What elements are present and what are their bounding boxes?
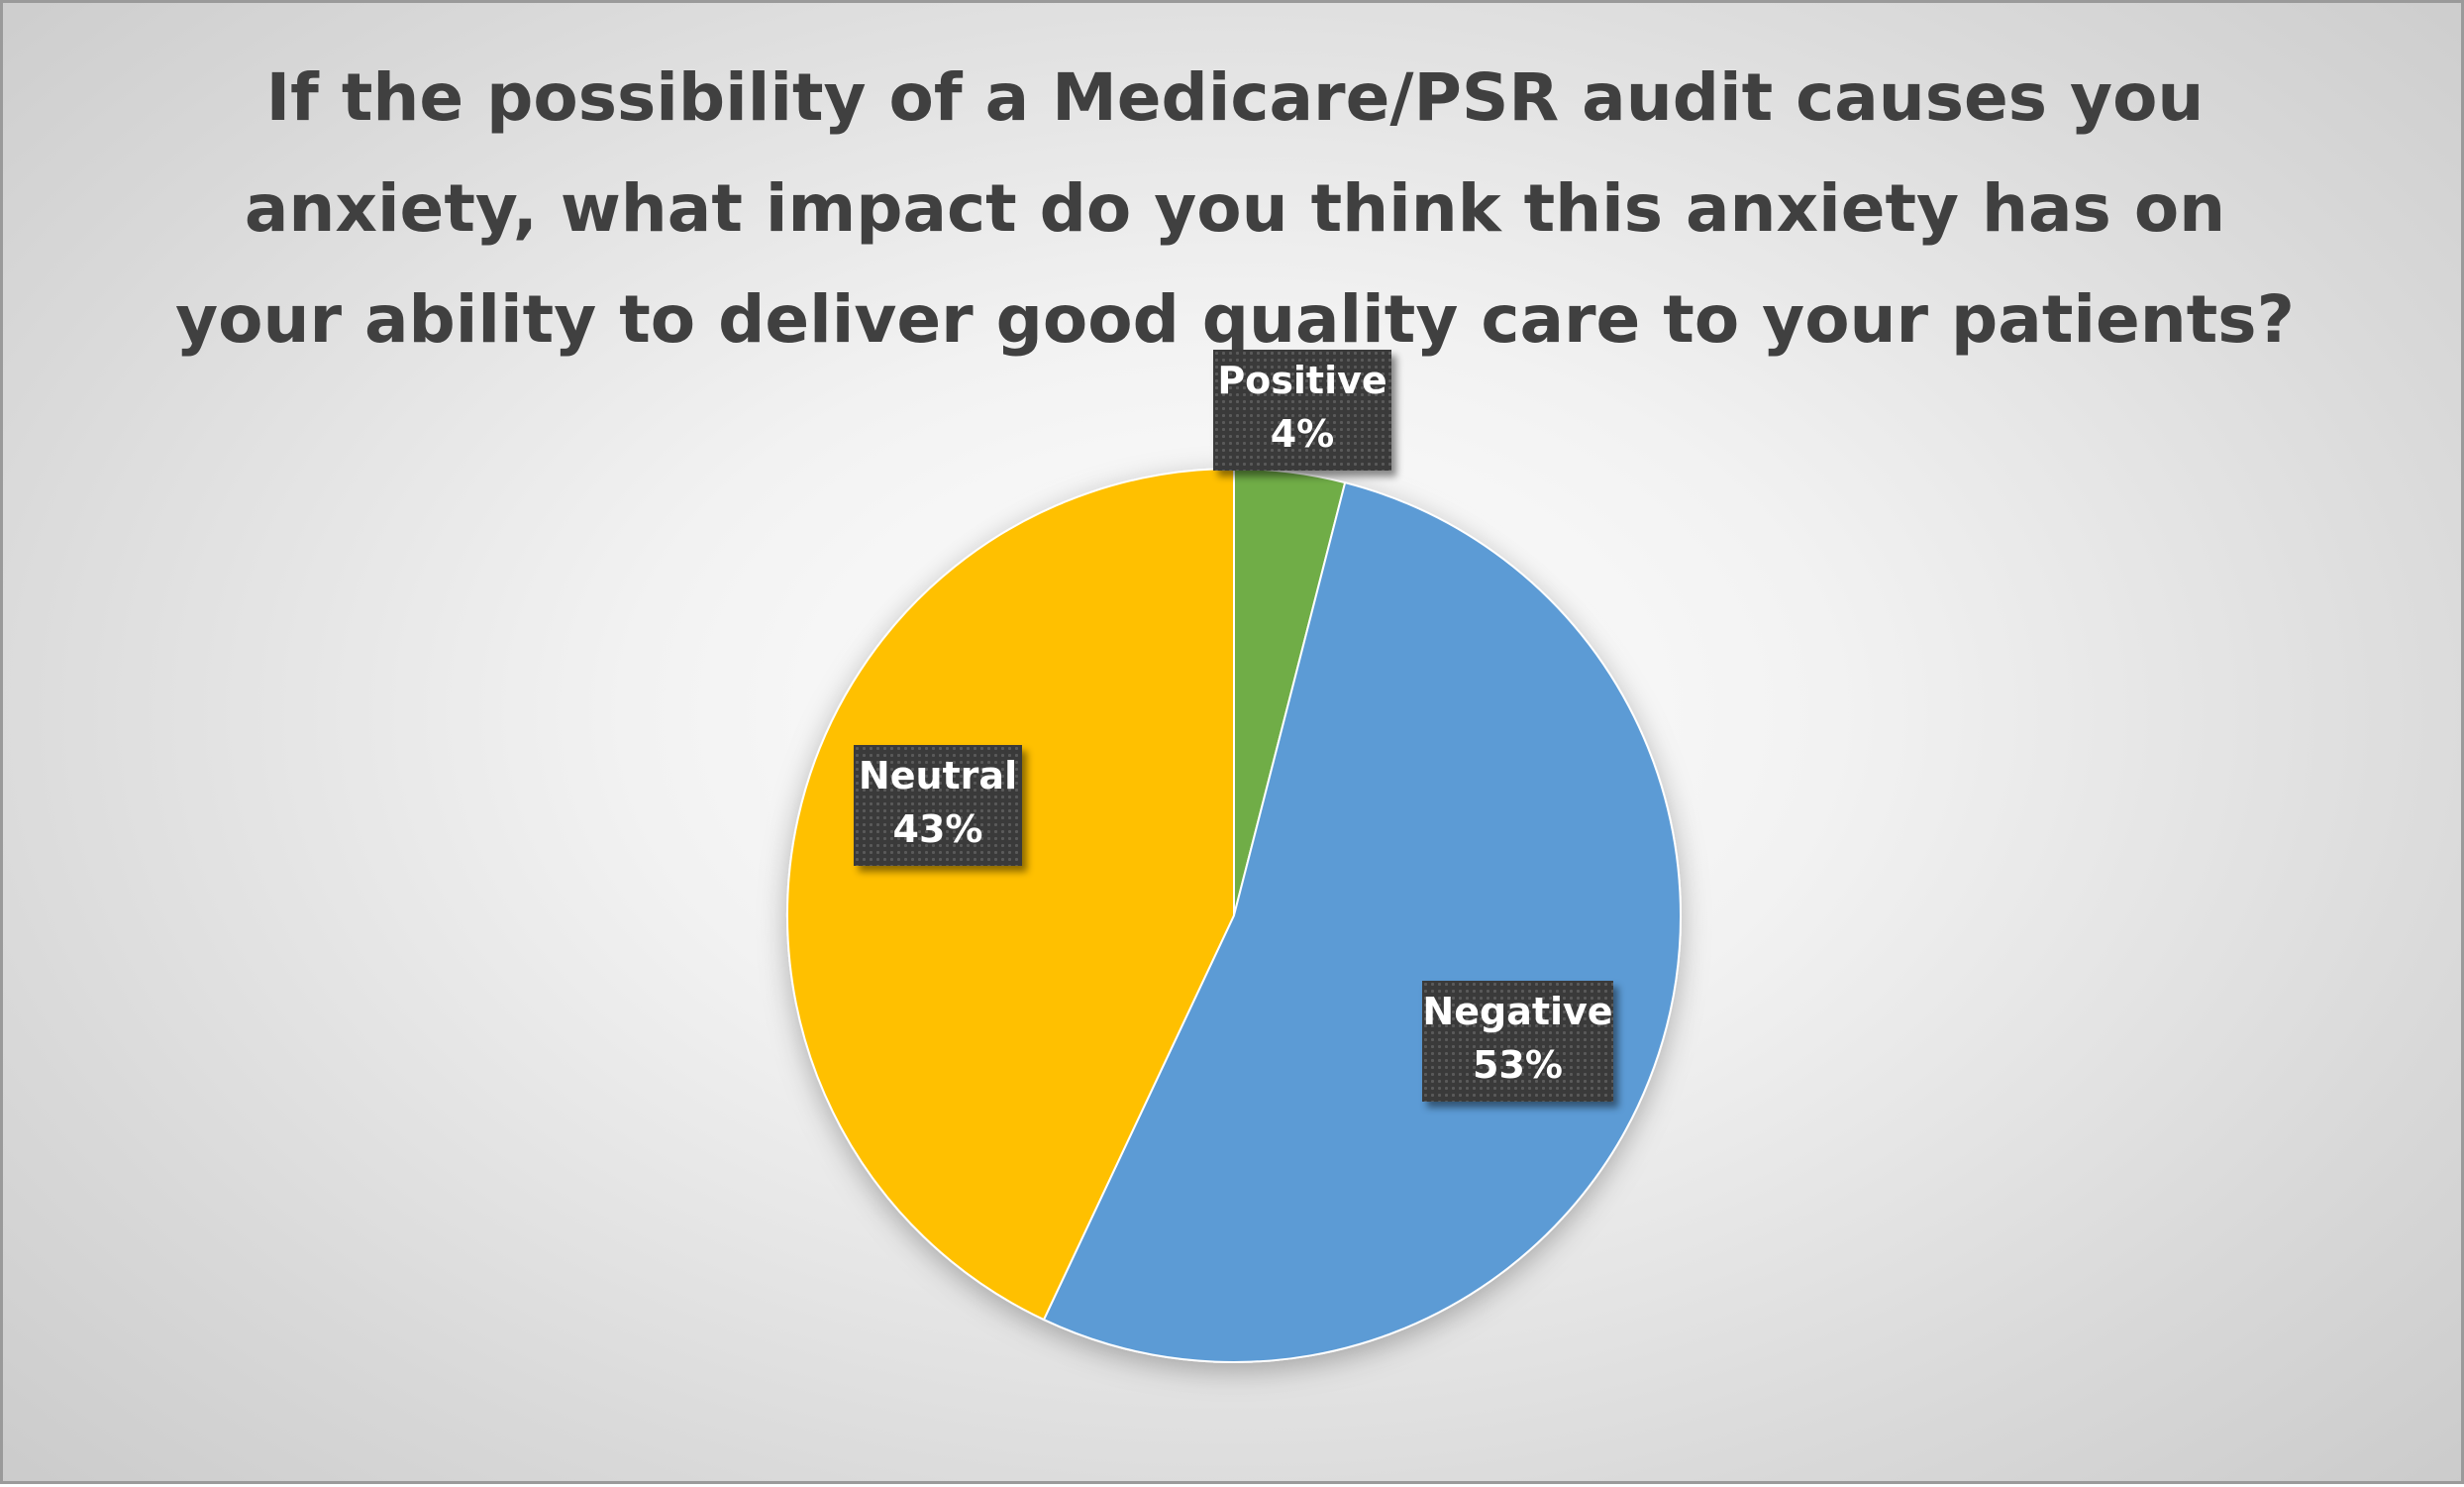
data-label-negative-value: 53% — [1473, 1043, 1563, 1087]
data-label-negative-category: Negative — [1422, 990, 1613, 1033]
chart-title-line-3: your ability to deliver good quality car… — [175, 281, 2295, 358]
chart-title-line-1: If the possibility of a Medicare/PSR aud… — [265, 59, 2205, 136]
data-label-positive: Positive 4% — [1213, 350, 1391, 471]
data-label-neutral-category: Neutral — [858, 754, 1018, 797]
pie-chart — [785, 467, 1682, 1363]
pie-slice-neutral — [785, 467, 1235, 1322]
chart-title: If the possibility of a Medicare/PSR aud… — [152, 43, 2318, 375]
data-label-neutral: Neutral 43% — [854, 745, 1022, 866]
pie-slice-negative — [1042, 480, 1682, 1363]
data-label-negative: Negative 53% — [1422, 981, 1613, 1102]
data-label-positive-value: 4% — [1270, 412, 1335, 456]
pie-slices — [785, 467, 1682, 1363]
data-label-neutral-value: 43% — [892, 807, 983, 851]
chart-title-line-2: anxiety, what impact do you think this a… — [244, 170, 2226, 247]
data-label-positive-category: Positive — [1217, 359, 1387, 402]
